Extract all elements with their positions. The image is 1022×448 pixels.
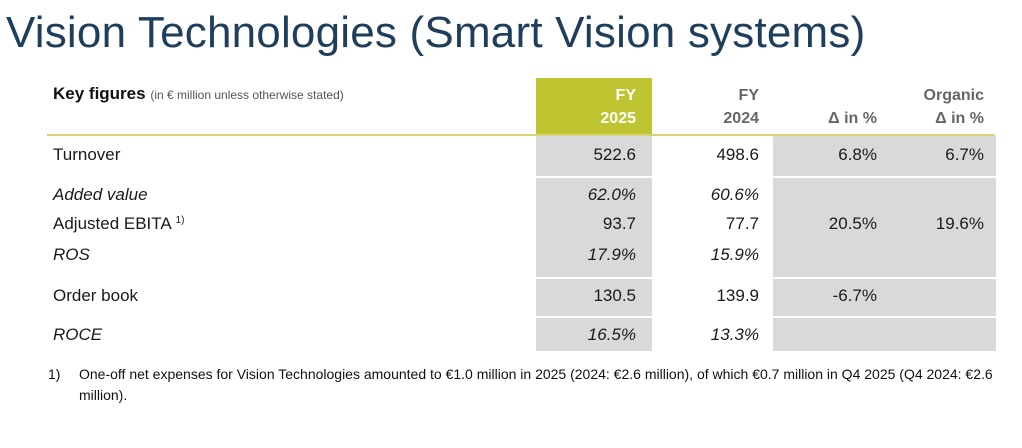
row-separator [773, 316, 996, 318]
value-fy2025: 17.9% [587, 245, 636, 264]
row-label: Added value [53, 185, 148, 204]
value-organic: 19.6% [935, 214, 984, 233]
value-fy2025: 130.5 [593, 286, 636, 305]
header-delta: Δ in % [828, 110, 877, 127]
value-fy2025: 62.0% [587, 185, 636, 204]
page-title: Vision Technologies (Smart Vision system… [6, 8, 866, 57]
value-fy2024: 15.9% [710, 245, 759, 264]
value-fy2025: 16.5% [587, 325, 636, 344]
row-separator [536, 176, 652, 178]
value-delta: 20.5% [828, 214, 877, 233]
header-organic-delta: Organic Δ in % [923, 87, 984, 127]
fy2025-column-shade [536, 136, 652, 351]
delta-columns-shade [773, 136, 996, 351]
value-delta: -6.7% [832, 286, 877, 305]
footnote-text: One-off net expenses for Vision Technolo… [79, 366, 993, 403]
header-fy2024: FY 2024 [723, 87, 759, 127]
header-rule [47, 134, 995, 136]
value-fy2024: 77.7 [725, 214, 759, 233]
row-separator [773, 176, 996, 178]
value-organic: 6.7% [945, 145, 984, 164]
fy2025-header-background [536, 78, 652, 135]
row-label: ROCE [53, 325, 103, 344]
table-label-note: (in € million unless otherwise stated) [150, 88, 344, 102]
value-delta: 6.8% [838, 145, 877, 164]
value-fy2024: 498.6 [716, 145, 759, 164]
value-fy2024: 60.6% [710, 185, 759, 204]
row-label: Order book [53, 286, 139, 305]
footnote-ref: 1) [175, 215, 185, 226]
header-fy2025: FY 2025 [600, 87, 636, 127]
table-label-title: Key figures [53, 84, 146, 103]
value-fy2025: 93.7 [602, 214, 636, 233]
table-label: Key figures (in € million unless otherwi… [53, 84, 344, 104]
row-separator [536, 277, 652, 279]
value-fy2025: 522.6 [593, 145, 636, 164]
value-fy2024: 13.3% [710, 325, 759, 344]
row-label: ROS [53, 245, 90, 264]
row-label: Adjusted EBITA 1) [53, 214, 185, 233]
value-fy2024: 139.9 [716, 286, 759, 305]
row-label: Turnover [53, 145, 121, 164]
row-separator [773, 277, 996, 279]
row-separator [536, 316, 652, 318]
footnote-marker: 1) [48, 366, 61, 382]
